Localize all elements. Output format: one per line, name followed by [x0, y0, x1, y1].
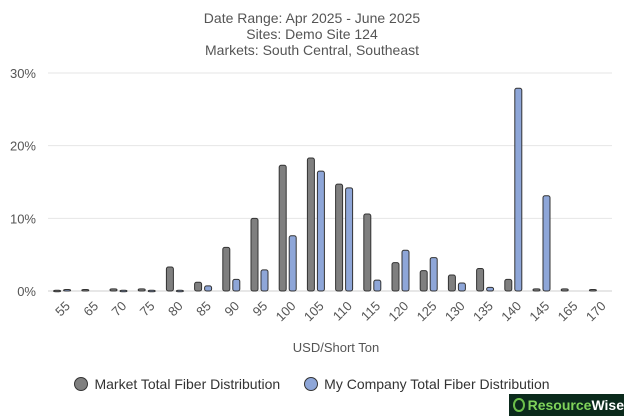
- bar-company: [514, 87, 523, 292]
- x-tick-label: 105: [301, 298, 327, 324]
- legend-label-company: My Company Total Fiber Distribution: [324, 376, 550, 392]
- bar-market: [447, 274, 456, 292]
- sites-text: Sites: Demo Site 124: [246, 26, 378, 42]
- legend-swatch-market: [74, 377, 89, 391]
- bar-market: [81, 289, 90, 292]
- bar-company: [63, 289, 72, 292]
- x-tick-label: 65: [80, 298, 101, 319]
- x-tick-label: 55: [52, 298, 73, 319]
- x-tick-label: 115: [358, 298, 383, 323]
- bar-market: [588, 289, 597, 292]
- bar-company: [204, 285, 213, 292]
- bar-company: [401, 249, 410, 292]
- bar-company: [175, 289, 184, 293]
- x-tick-label: 125: [414, 298, 440, 324]
- legend-item-company[interactable]: My Company Total Fiber Distribution: [304, 376, 550, 392]
- bar-market: [306, 157, 315, 292]
- bar-company: [232, 278, 241, 292]
- bar-company: [457, 282, 466, 292]
- x-tick-label: 75: [137, 298, 158, 319]
- bar-company: [288, 235, 297, 292]
- bar-market: [363, 213, 372, 292]
- bar-market: [391, 262, 400, 292]
- y-tick-label: 30%: [10, 66, 36, 81]
- x-tick-label: 80: [165, 298, 186, 319]
- resourcewise-logo: ResourceWise: [509, 394, 624, 416]
- bar-company: [373, 279, 382, 292]
- bar-market: [194, 281, 203, 292]
- chart-header: Date Range: Apr 2025 - June 2025 Sites: …: [0, 10, 624, 58]
- x-tick-label: 100: [273, 298, 299, 324]
- x-axis-title: USD/Short Ton: [293, 340, 379, 355]
- x-tick-label: 70: [109, 298, 130, 319]
- bar-market: [335, 183, 344, 292]
- bar-company: [345, 187, 354, 292]
- y-tick-label: 0%: [17, 284, 36, 299]
- x-tick-label: 145: [526, 298, 552, 324]
- bar-market: [165, 266, 174, 292]
- y-tick-label: 20%: [10, 139, 36, 154]
- logo-text-part2: Wise: [591, 397, 624, 413]
- bar-market: [250, 217, 259, 292]
- y-tick-label: 10%: [10, 211, 36, 226]
- bar-chart: 0%10%20%30%55 65 70 75 80 85 90 95 100 105 110 115 1…: [10, 66, 612, 355]
- x-tick-label: 95: [250, 298, 271, 319]
- x-tick-label: 130: [442, 298, 468, 324]
- bar-market: [504, 278, 513, 292]
- legend-swatch-company: [304, 377, 319, 391]
- x-tick-label: 140: [498, 298, 524, 324]
- date-range-text: Date Range: Apr 2025 - June 2025: [203, 10, 421, 26]
- bar-market: [532, 288, 541, 292]
- bar-market: [222, 246, 231, 292]
- markets-text: Markets: South Central, Southeast: [205, 42, 419, 58]
- logo-text-part1: Resource: [527, 397, 592, 413]
- x-tick-label: 90: [221, 298, 242, 319]
- bar-market: [53, 289, 62, 293]
- bar-market: [278, 164, 287, 292]
- legend-item-market[interactable]: Market Total Fiber Distribution: [74, 376, 280, 392]
- x-tick-label: 165: [555, 298, 581, 324]
- bar-company: [316, 170, 325, 292]
- bar-company: [429, 257, 438, 292]
- bar-market: [476, 267, 485, 292]
- bar-company: [486, 286, 495, 292]
- x-tick-label: 120: [385, 298, 411, 324]
- bar-company: [542, 195, 551, 292]
- bar-market: [137, 288, 146, 292]
- bar-company: [147, 289, 156, 293]
- x-tick-label: 85: [193, 298, 214, 319]
- bar-market: [109, 288, 118, 292]
- bar-market: [419, 270, 428, 292]
- legend-label-market: Market Total Fiber Distribution: [94, 376, 281, 392]
- x-tick-label: 135: [470, 298, 496, 324]
- x-tick-label: 110: [330, 298, 355, 323]
- legend: Market Total Fiber Distribution My Compa…: [0, 376, 624, 392]
- bar-company: [119, 289, 128, 293]
- bar-market: [560, 288, 569, 292]
- x-tick-label: 170: [583, 298, 609, 324]
- logo-mark-icon: [513, 398, 525, 412]
- bar-company: [260, 269, 269, 292]
